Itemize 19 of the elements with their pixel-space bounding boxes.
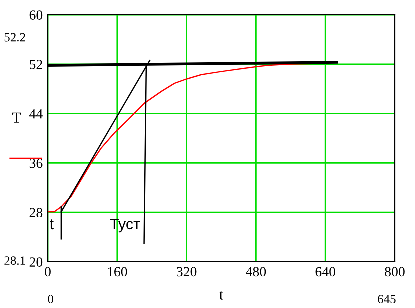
text: 645: [378, 295, 396, 304]
x-tick-label: 480: [246, 267, 266, 277]
x-tick-label: 0: [45, 267, 51, 277]
y-axis-title: T: [12, 112, 22, 123]
y-tick-label: 44: [30, 109, 43, 119]
x-tick-label: 160: [108, 267, 128, 277]
text: 0: [48, 295, 54, 304]
x-tick-label: 800: [385, 267, 405, 277]
y-tick-label: 28: [30, 208, 43, 218]
y-tick-label: 36: [30, 158, 43, 168]
x-tick-label: 640: [316, 267, 336, 277]
text: 52.2: [4, 33, 26, 42]
text: 28.1: [4, 256, 26, 266]
annotation: t: [50, 220, 54, 230]
y-tick-label: 60: [30, 10, 43, 20]
x-axis-title: t: [220, 291, 224, 300]
x-tick-label: 320: [177, 267, 197, 277]
y-tick-label: 52: [30, 60, 42, 70]
y-tick-label: 20: [30, 258, 43, 267]
